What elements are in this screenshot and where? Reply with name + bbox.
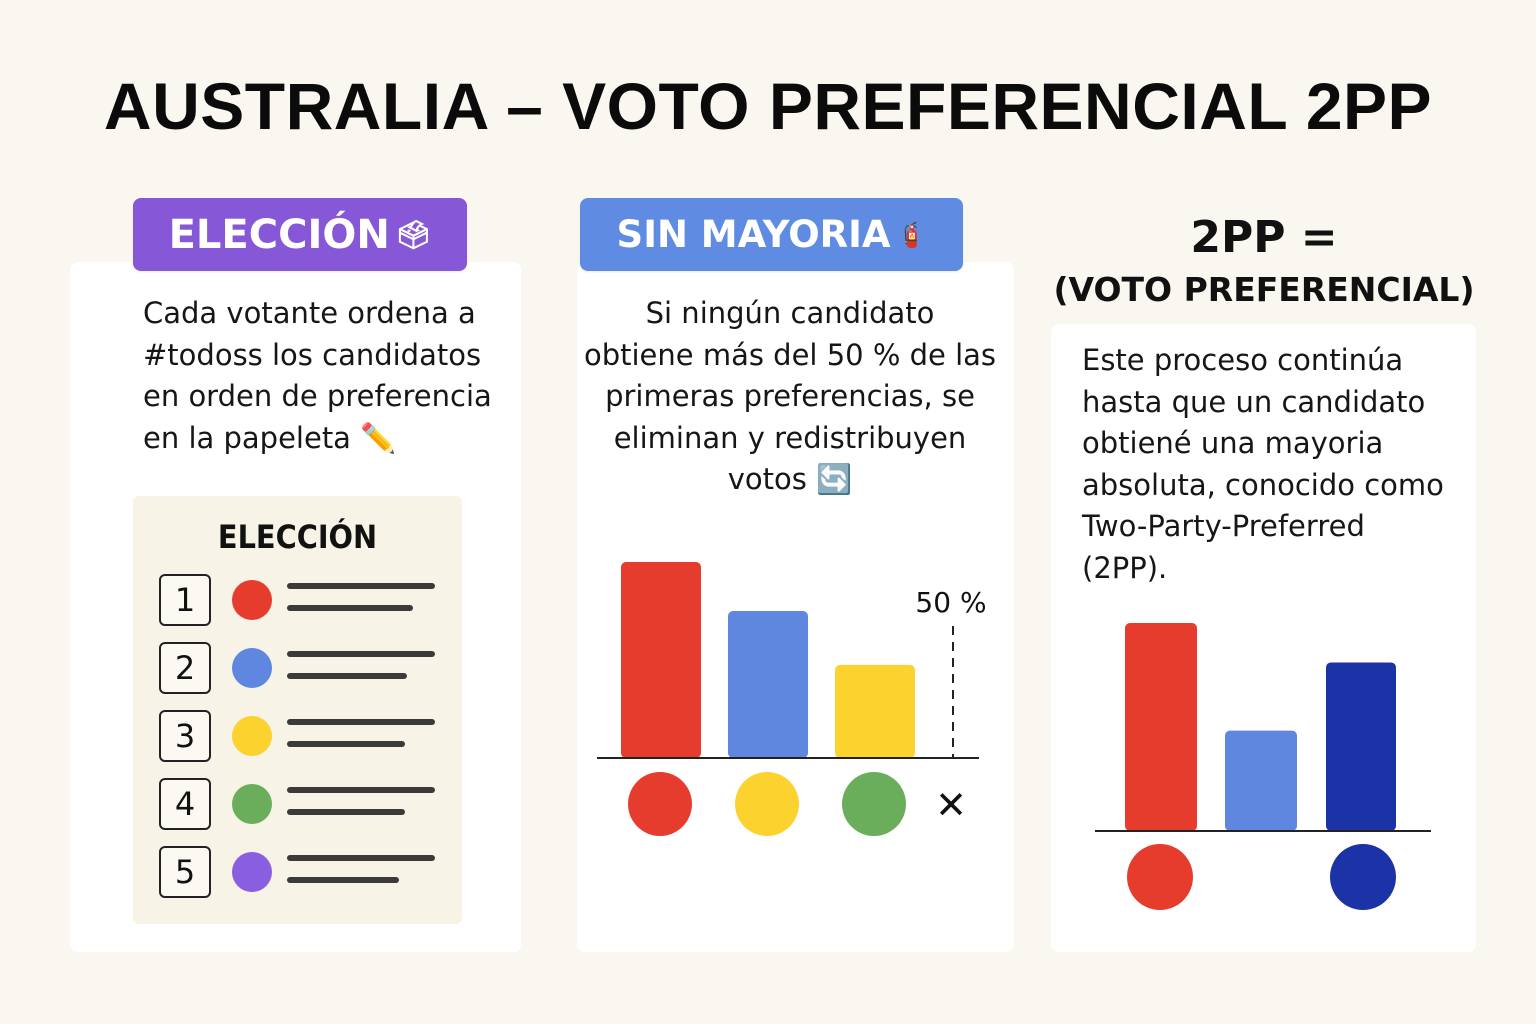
election-pill-label: ELECCIÓN — [168, 211, 390, 258]
candidate-marker — [628, 772, 692, 836]
ballot-row: 4 — [159, 778, 449, 834]
election-text-line: #todoss los candidatos — [143, 337, 482, 372]
extinguisher-icon: 🧯 — [896, 220, 927, 249]
candidate-name-line — [287, 583, 435, 589]
bar-dark-blue — [1326, 662, 1396, 831]
candidate-party-line — [287, 809, 405, 815]
bar-red — [1125, 623, 1197, 831]
candidate-dot — [232, 580, 272, 620]
eliminated-icon: ✕ — [935, 783, 967, 827]
2pp-text-line: hasta que un candidato — [1082, 384, 1426, 419]
2pp-text-line: obtiené una mayoria — [1082, 426, 1384, 460]
ballot-row: 5 — [159, 846, 449, 902]
finalist-marker — [1330, 844, 1396, 910]
2pp-description: Este proceso continúa hasta que un candi… — [1082, 340, 1472, 589]
no-majority-text-line: eliminan y redistribuyen — [613, 420, 967, 455]
candidate-name-line — [287, 651, 435, 657]
no-majority-text-line: Si ningún candidato — [645, 296, 935, 330]
ballot-number-box[interactable]: 5 — [159, 846, 211, 898]
bar-red — [621, 562, 701, 758]
no-majority-text-line: primeras preferencias, se — [605, 379, 975, 413]
candidate-name-line — [287, 719, 435, 725]
ballot-row: 2 — [159, 642, 449, 698]
2pp-text-line: Two-Party-Preferred — [1082, 509, 1365, 543]
ballot-number-box[interactable]: 2 — [159, 642, 211, 694]
candidate-marker — [842, 772, 906, 836]
election-description: Cada votante ordena a #todoss los candid… — [143, 293, 513, 459]
candidate-dot — [232, 852, 272, 892]
2pp-chart — [1095, 623, 1431, 910]
ballot-number-box[interactable]: 3 — [159, 710, 211, 762]
election-text-line: Cada votante ordena a — [143, 296, 476, 330]
candidate-dot — [232, 716, 272, 756]
bar-blue — [1225, 730, 1297, 831]
candidate-dot — [232, 784, 272, 824]
ballot-row: 3 — [159, 710, 449, 766]
2pp-subheading: (VOTO PREFERENCIAL) — [1053, 270, 1475, 309]
2pp-text-line: (2PP). — [1082, 550, 1168, 585]
election-pill: ELECCIÓN 🗳 — [133, 198, 467, 271]
election-text-line: en orden de preferencia — [143, 379, 492, 413]
2pp-text-line: Este proceso continúa — [1082, 343, 1404, 377]
candidate-dot — [232, 648, 272, 688]
candidate-marker — [735, 772, 799, 836]
candidate-name-line — [287, 855, 435, 861]
finalist-marker — [1127, 844, 1193, 910]
page-title: AUSTRALIA – VOTO PREFERENCIAL 2PP — [103, 69, 1433, 143]
no-majority-pill: SIN MAYORIA 🧯 — [580, 198, 963, 271]
ballot-paper: ELECCIÓN 1 2 3 4 5 — [133, 496, 462, 924]
candidate-party-line — [287, 673, 407, 679]
panel-2pp — [1051, 324, 1476, 952]
no-majority-text-line: votos 🔄 — [727, 462, 853, 496]
candidate-party-line — [287, 605, 413, 611]
candidate-party-line — [287, 877, 399, 883]
bar-yellow — [835, 664, 915, 758]
candidate-name-line — [287, 787, 435, 793]
candidate-party-line — [287, 741, 405, 747]
no-majority-pill-label: SIN MAYORIA — [616, 213, 891, 256]
ballot-row: 1 — [159, 574, 449, 630]
ballot-number-box[interactable]: 1 — [159, 574, 211, 626]
no-majority-text-line: obtiene más del 50 % de las — [583, 337, 997, 372]
ballot-box-icon: 🗳 — [395, 218, 432, 251]
ballot-number-box[interactable]: 4 — [159, 778, 211, 830]
2pp-text-line: absoluta, conocido como — [1082, 467, 1444, 502]
bar-blue — [728, 611, 808, 758]
ballot-title: ELECCIÓN — [217, 518, 378, 556]
first-preferences-chart: 50 % ✕ — [597, 562, 987, 836]
election-text-line: en la papeleta ✏️ — [143, 420, 397, 455]
no-majority-description: Si ningún candidato obtiene más del 50 %… — [580, 293, 1000, 501]
threshold-label: 50 % — [915, 586, 986, 619]
2pp-heading: 2PP = — [1190, 212, 1338, 263]
